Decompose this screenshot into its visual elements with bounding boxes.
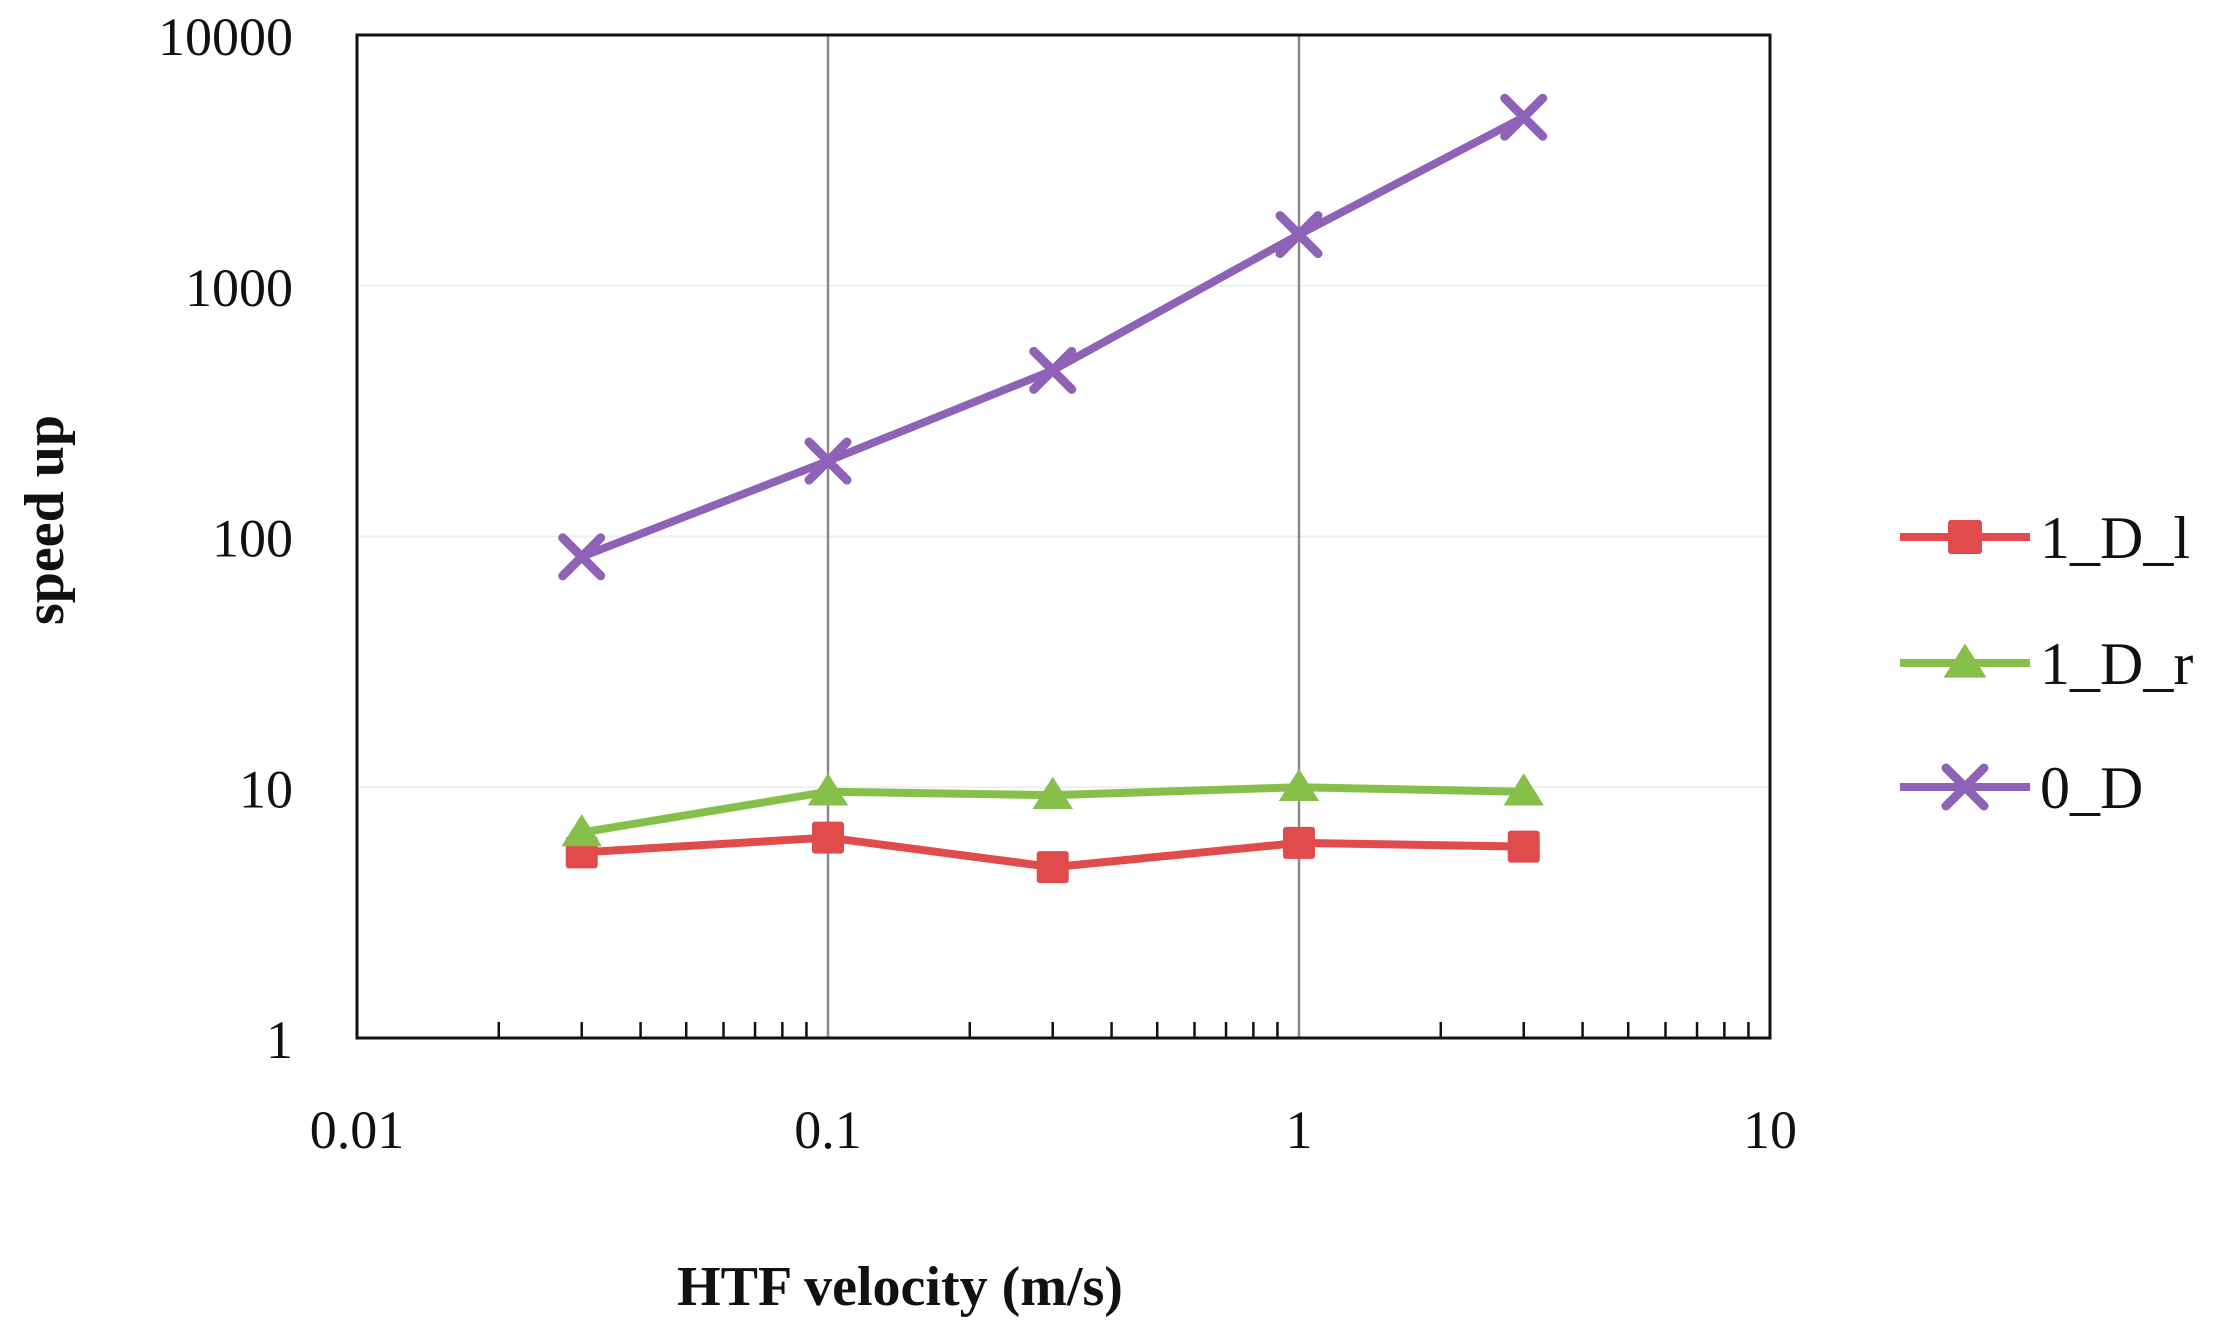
legend-marker-1-d-l bbox=[1948, 520, 1982, 554]
data-point-1-d-r bbox=[1032, 776, 1073, 809]
data-point-1-d-r bbox=[561, 814, 602, 847]
y-axis-title: speed up bbox=[14, 415, 76, 625]
legend-marker-1-d-r bbox=[1943, 643, 1987, 678]
data-point-1-d-r bbox=[807, 773, 849, 806]
y-tick-label: 1000 bbox=[185, 258, 293, 318]
x-tick-label: 1 bbox=[1286, 1100, 1313, 1160]
data-point-0-d bbox=[1275, 211, 1323, 259]
plot-area bbox=[355, 33, 1772, 1040]
legend-marker-0-d bbox=[1941, 763, 1989, 811]
data-point-0-d bbox=[558, 533, 606, 581]
data-point-1-d-l bbox=[812, 821, 844, 854]
legend-label-0-d: 0_D bbox=[2040, 755, 2143, 821]
legend: 1_D_l 1_D_r 0_D bbox=[1900, 505, 2193, 821]
x-tick-label: 10 bbox=[1743, 1100, 1797, 1160]
grid-layer bbox=[357, 35, 1770, 1038]
legend-label-1-d-l: 1_D_l bbox=[2040, 505, 2190, 571]
data-point-0-d bbox=[804, 437, 852, 485]
legend-label-1-d-r: 1_D_r bbox=[2040, 631, 2193, 697]
data-point-1-d-l bbox=[1036, 851, 1069, 884]
data-point-1-d-l bbox=[1283, 826, 1315, 859]
y-tick-label: 100 bbox=[212, 509, 293, 569]
data-point-0-d bbox=[1029, 346, 1077, 394]
data-point-1-d-r bbox=[1503, 773, 1544, 806]
y-tick-label: 10 bbox=[239, 759, 293, 819]
data-point-1-d-l bbox=[1507, 830, 1540, 863]
x-tick-label: 0.1 bbox=[794, 1100, 862, 1160]
data-point-0-d bbox=[1500, 93, 1548, 141]
series-layer bbox=[558, 93, 1548, 884]
y-tick-label: 1 bbox=[266, 1010, 293, 1070]
tick-label-layer: 0.01 0.1 1 10 1 10 100 1000 10000 bbox=[158, 7, 1797, 1160]
tick-layer bbox=[497, 1022, 1750, 1038]
x-tick-label: 0.01 bbox=[310, 1100, 405, 1160]
series-line-0-d bbox=[580, 113, 1526, 561]
y-tick-label: 10000 bbox=[158, 7, 293, 67]
x-axis-title: HTF velocity (m/s) bbox=[677, 1256, 1123, 1318]
data-point-1-d-r bbox=[1278, 768, 1320, 802]
